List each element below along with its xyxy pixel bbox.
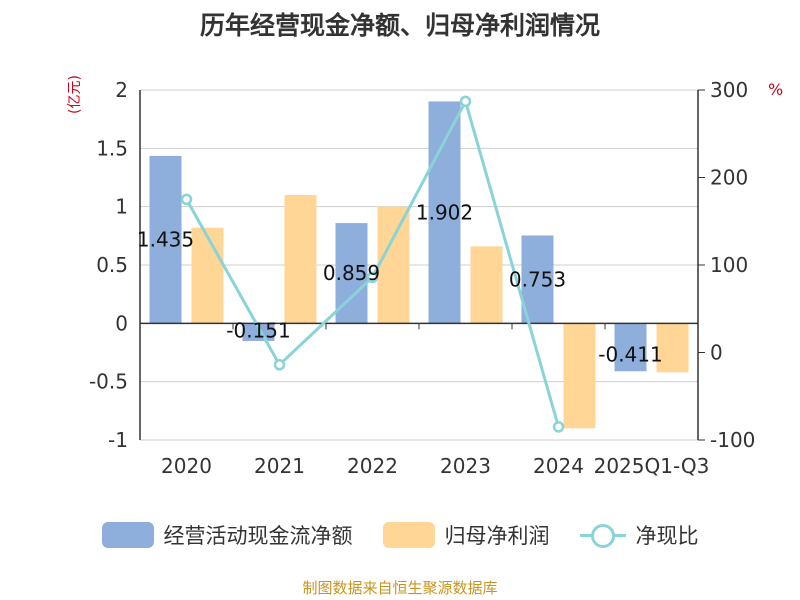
bar-net-profit (284, 195, 317, 324)
left-tick-label: -0.5 (89, 370, 128, 394)
legend-item-ratio[interactable]: 净现比 (579, 520, 699, 550)
ratio-line (180, 95, 565, 433)
bar-cashflow (614, 323, 647, 372)
cashflow-data-label: -0.151 (226, 318, 290, 342)
legend-swatch-net-profit (382, 522, 435, 548)
cashflow-data-label: -0.411 (598, 342, 662, 366)
legend-item-cashflow[interactable]: 经营活动现金流净额 (101, 520, 353, 550)
cashflow-data-label: 0.753 (509, 267, 566, 291)
bar-net-profit (191, 227, 224, 324)
x-tick-label: 2021 (254, 454, 305, 478)
legend-swatch-cashflow (101, 522, 154, 548)
bar-cashflow (149, 155, 182, 324)
x-tick-label: 2020 (161, 454, 212, 478)
axes: 2 1.5 1 0.5 0 -0.5 -1 300 200 100 0 -100 2020 2021 202… (89, 78, 755, 478)
bar-net-profit (563, 323, 596, 429)
bar-net-profit (470, 246, 503, 324)
right-tick-label: 300 (710, 78, 748, 102)
legend-swatch-ratio (579, 522, 626, 548)
left-tick-label: 0 (115, 311, 128, 335)
right-tick-label: 0 (710, 341, 723, 365)
bar-cashflow (521, 235, 554, 324)
cashflow-data-label: 1.435 (137, 228, 194, 252)
legend: 经营活动现金流净额 归母净利润 净现比 (0, 520, 800, 550)
left-tick-label: -1 (108, 428, 128, 452)
bar-cashflow (242, 323, 275, 341)
ratio-point (273, 359, 286, 371)
x-tick-label: 2025Q1-Q3 (594, 454, 710, 478)
source-footer: 制图数据来自恒生聚源数据库 (302, 579, 498, 597)
legend-label-cashflow: 经营活动现金流净额 (163, 524, 353, 548)
ratio-point (180, 193, 193, 206)
right-tick-label: -100 (710, 428, 755, 452)
data-labels: 1.435 -0.151 0.859 1.902 0.753 -0.411 (137, 200, 663, 366)
ratio-point (366, 271, 379, 283)
x-tick-label: 2023 (440, 454, 491, 478)
legend-label-net-profit: 归母净利润 (444, 524, 550, 548)
left-tick-label: 2 (115, 78, 128, 102)
legend-label-ratio: 净现比 (635, 524, 699, 548)
right-tick-label: 100 (710, 253, 748, 277)
right-axis-unit: % (768, 80, 784, 99)
ratio-point (459, 95, 472, 108)
bar-net-profit (656, 323, 689, 373)
legend-item-net-profit[interactable]: 归母净利润 (382, 520, 550, 550)
right-tick-label: 200 (710, 166, 748, 190)
x-tick-label: 2024 (533, 454, 584, 478)
chart-title: 历年经营现金净额、归母净利润情况 (199, 11, 600, 40)
bar-net-profit (377, 206, 410, 324)
left-tick-label: 1 (115, 195, 128, 219)
ratio-point (552, 421, 565, 433)
bars (149, 101, 689, 429)
left-tick-label: 0.5 (96, 253, 128, 277)
cashflow-data-label: 0.859 (323, 261, 380, 285)
cashflow-data-label: 1.902 (416, 200, 473, 224)
left-tick-label: 1.5 (96, 136, 128, 160)
x-tick-label: 2022 (347, 454, 398, 478)
